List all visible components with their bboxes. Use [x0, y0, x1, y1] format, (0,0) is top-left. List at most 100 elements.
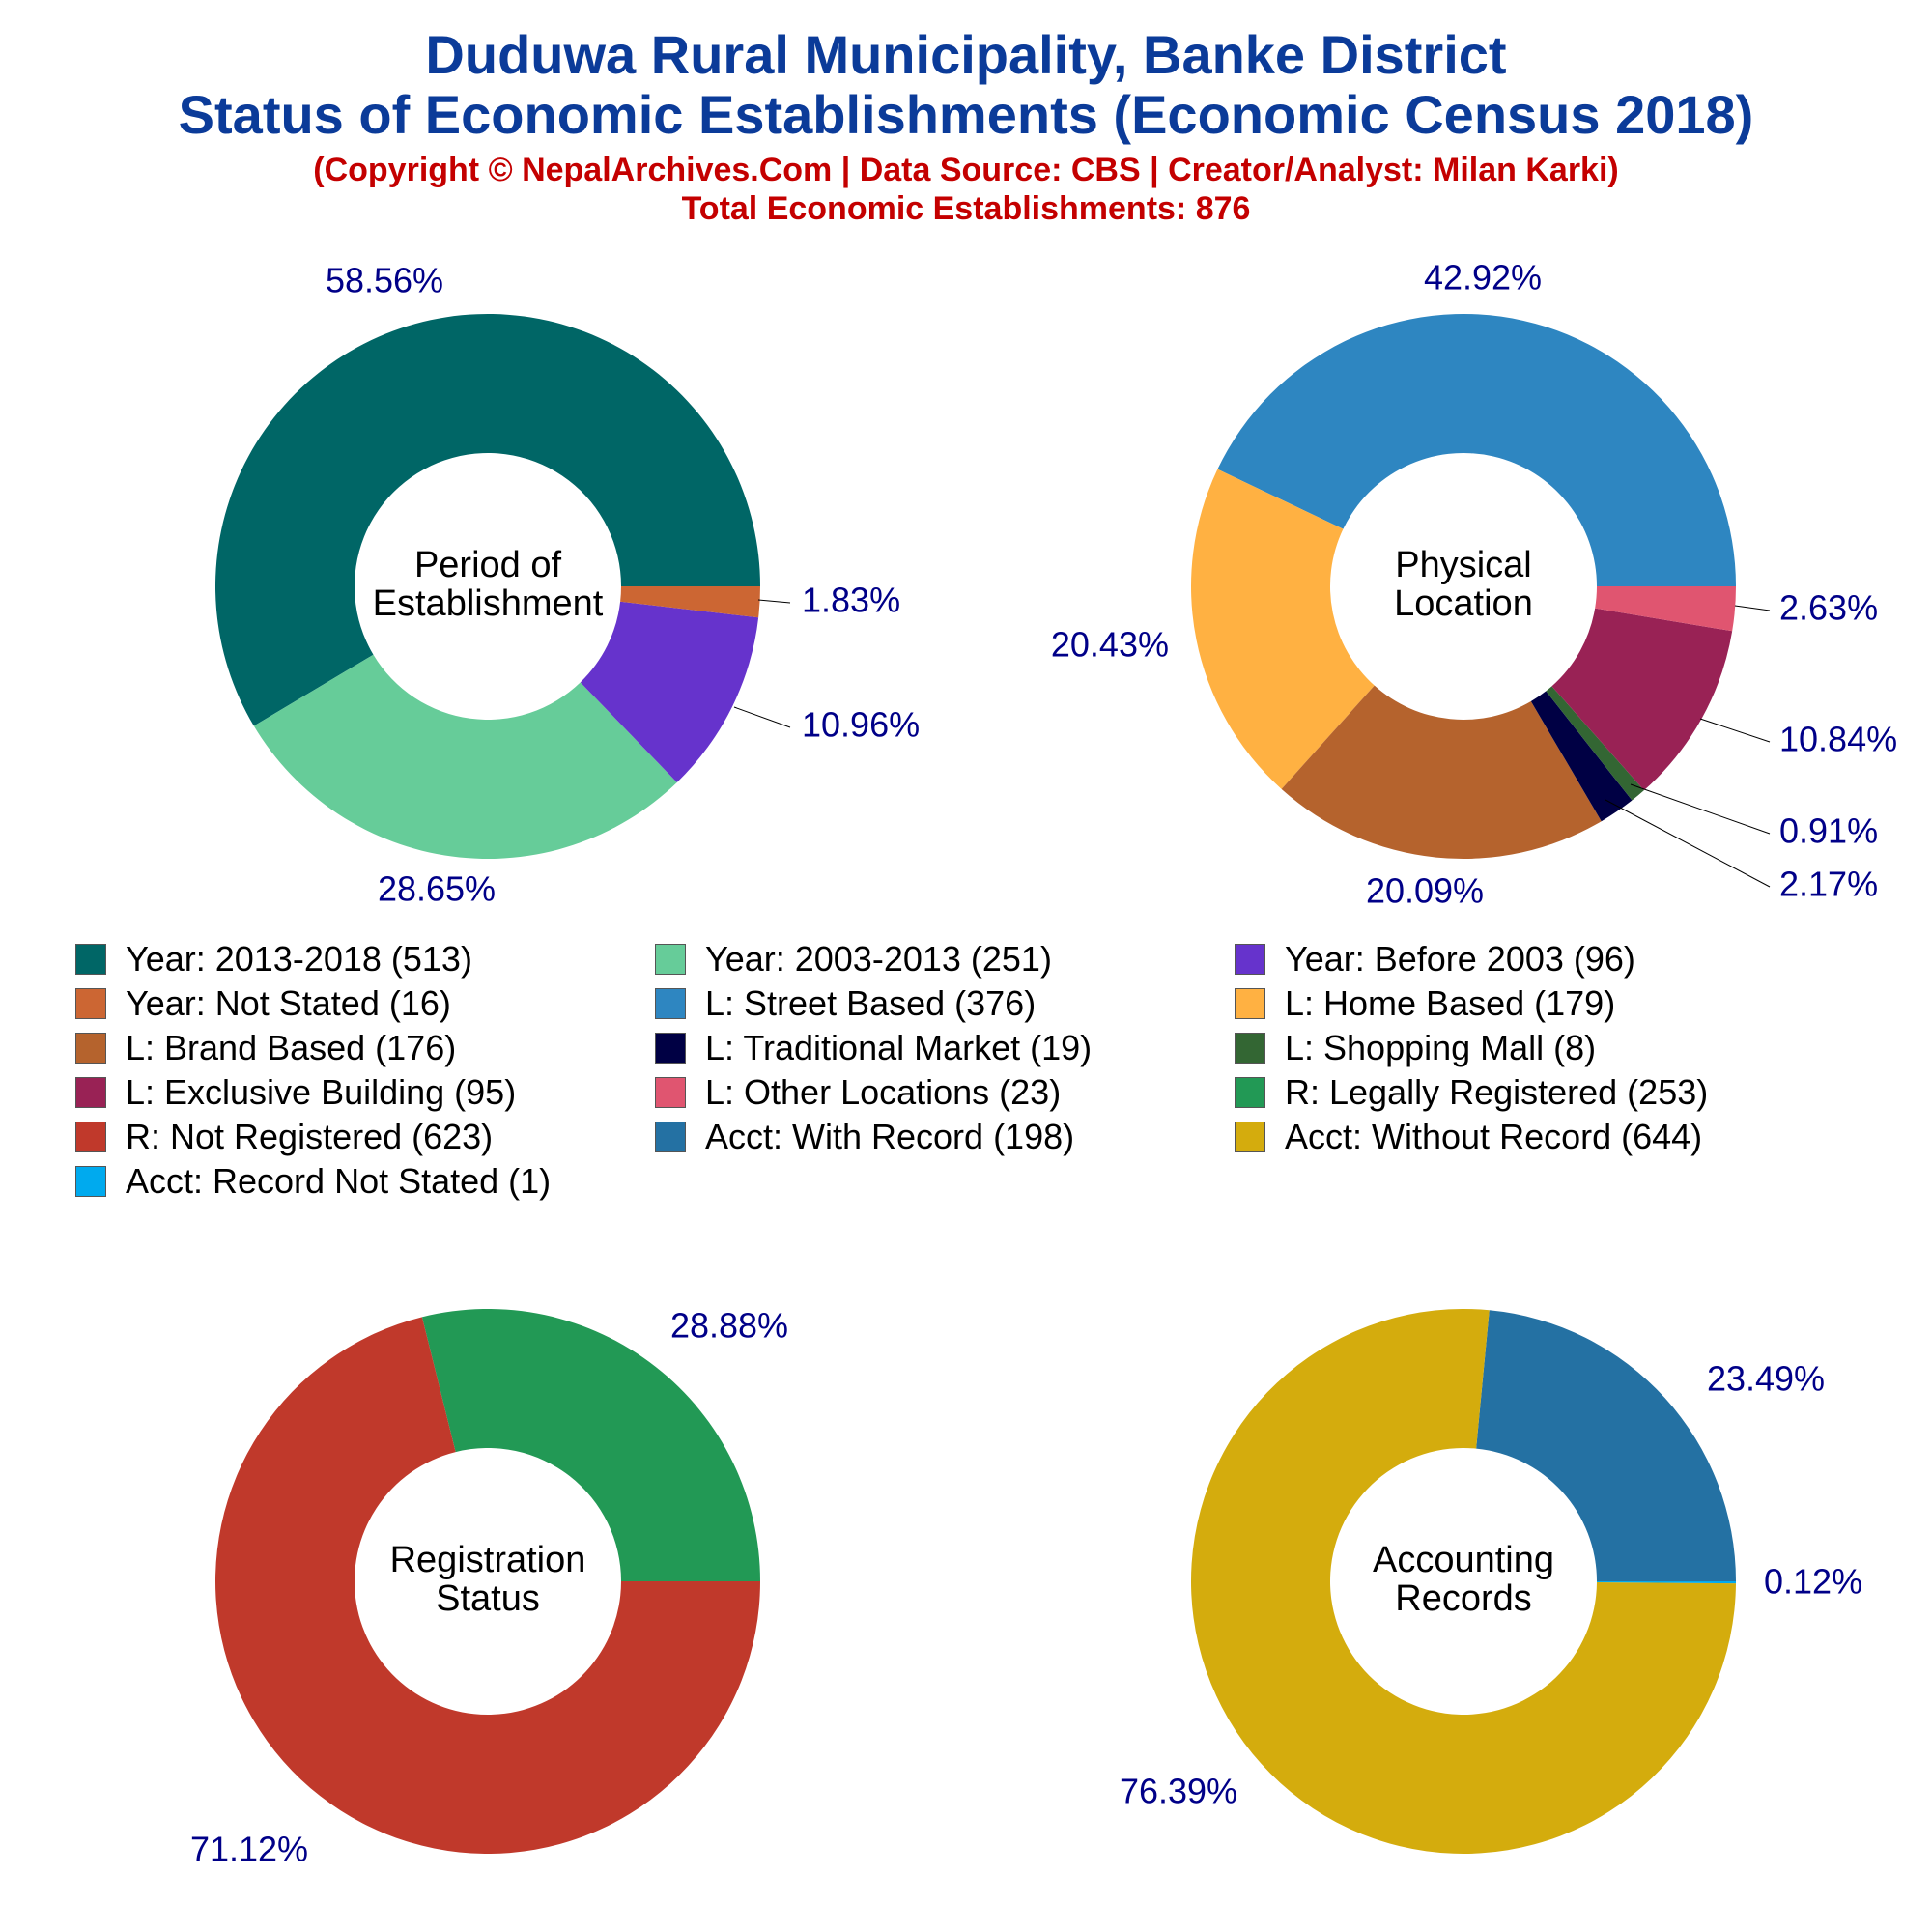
- slice-l-exclusive-building-95: [1551, 608, 1733, 791]
- legend-label: L: Shopping Mall (8): [1285, 1028, 1597, 1067]
- legend-swatch: [655, 988, 686, 1019]
- slice-l-other-locations-23: [1595, 586, 1736, 632]
- legend-swatch: [655, 1122, 686, 1152]
- slice-acct-without-record-644: [1191, 1308, 1736, 1854]
- center-label: Location: [1394, 583, 1533, 624]
- legend-item-l-exclusive-building-95: L: Exclusive Building (95): [75, 1072, 516, 1113]
- legend-swatch: [75, 1166, 106, 1197]
- slice-l-street-based-376: [1217, 314, 1736, 586]
- legend-swatch: [655, 944, 686, 975]
- legend-label: L: Other Locations (23): [705, 1072, 1062, 1112]
- legend-label: Acct: Without Record (644): [1285, 1117, 1703, 1156]
- leader-line: [1734, 605, 1771, 611]
- legend-item-year-2013-2018-513: Year: 2013-2018 (513): [75, 939, 472, 980]
- center-label: Registration: [390, 1540, 586, 1580]
- legend-item-l-brand-based-176: L: Brand Based (176): [75, 1028, 456, 1068]
- slice-l-brand-based-176: [1281, 685, 1602, 859]
- center-label: Establishment: [373, 583, 604, 624]
- slice-year-2003-2013-251: [253, 654, 677, 859]
- slice-year-2013-2018-513: [215, 314, 761, 726]
- legend-item-l-home-based-179: L: Home Based (179): [1235, 983, 1615, 1024]
- percent-label: 1.83%: [802, 581, 900, 620]
- percent-label: 28.65%: [378, 869, 496, 909]
- chart-title: Duduwa Rural Municipality, Banke Distric…: [425, 24, 1507, 85]
- leader-line: [757, 599, 791, 604]
- legend-swatch: [75, 1077, 106, 1108]
- copyright-line: (Copyright © NepalArchives.Com | Data So…: [313, 152, 1619, 188]
- legend-item-r-not-registered-623: R: Not Registered (623): [75, 1117, 493, 1157]
- leader-line: [733, 706, 791, 728]
- legend-swatch: [75, 1122, 106, 1152]
- legend-label: Acct: Record Not Stated (1): [126, 1161, 552, 1201]
- legend-item-acct-without-record-644: Acct: Without Record (644): [1235, 1117, 1702, 1157]
- percent-label: 0.91%: [1779, 811, 1878, 851]
- legend-swatch: [75, 944, 106, 975]
- slice-acct-with-record-198: [1476, 1310, 1736, 1581]
- slice-year-not-stated-16: [620, 586, 760, 618]
- legend-swatch: [75, 1033, 106, 1064]
- legend-label: Year: 2013-2018 (513): [126, 939, 472, 979]
- legend-swatch: [1235, 1033, 1265, 1064]
- legend-item-l-traditional-market-19: L: Traditional Market (19): [655, 1028, 1092, 1068]
- legend-swatch: [655, 1033, 686, 1064]
- legend-swatch: [1235, 1077, 1265, 1108]
- percent-label: 10.96%: [802, 705, 920, 745]
- percent-label: 20.43%: [1051, 625, 1169, 665]
- legend-label: Acct: With Record (198): [705, 1117, 1075, 1156]
- percent-label: 2.63%: [1779, 588, 1878, 628]
- legend-swatch: [1235, 1122, 1265, 1152]
- center-label: Records: [1395, 1578, 1532, 1619]
- slice-l-traditional-market-19: [1530, 691, 1633, 822]
- legend-item-acct-record-not-stated-1: Acct: Record Not Stated (1): [75, 1161, 551, 1202]
- percent-label: 20.09%: [1366, 871, 1484, 911]
- legend-label: L: Street Based (376): [705, 983, 1037, 1023]
- percent-label: 23.49%: [1707, 1359, 1825, 1399]
- percent-label: 58.56%: [326, 261, 443, 300]
- leader-line: [1699, 718, 1771, 743]
- percent-label: 71.12%: [190, 1830, 308, 1869]
- legend-label: L: Exclusive Building (95): [126, 1072, 517, 1112]
- percent-label: 0.12%: [1764, 1562, 1862, 1602]
- legend-item-r-legally-registered-253: R: Legally Registered (253): [1235, 1072, 1708, 1113]
- legend-swatch: [1235, 988, 1265, 1019]
- legend-item-l-street-based-376: L: Street Based (376): [655, 983, 1036, 1024]
- slice-r-legally-registered-253: [421, 1309, 760, 1581]
- chart-header: Duduwa Rural Municipality, Banke Distric…: [0, 0, 1932, 228]
- slice-r-not-registered-623: [214, 1317, 760, 1854]
- center-label: Physical: [1395, 545, 1532, 585]
- leader-line: [1605, 799, 1771, 888]
- leader-line: [1630, 783, 1771, 835]
- legend-item-l-other-locations-23: L: Other Locations (23): [655, 1072, 1061, 1113]
- center-label: Status: [436, 1578, 540, 1619]
- center-label: Accounting: [1373, 1540, 1554, 1580]
- legend-label: L: Home Based (179): [1285, 983, 1616, 1023]
- legend-label: R: Legally Registered (253): [1285, 1072, 1709, 1112]
- legend-swatch: [655, 1077, 686, 1108]
- percent-label: 2.17%: [1779, 865, 1878, 904]
- slice-acct-record-not-stated-1: [1596, 1581, 1736, 1584]
- percent-label: 76.39%: [1120, 1772, 1237, 1811]
- legend-label: Year: Before 2003 (96): [1285, 939, 1635, 979]
- legend-label: L: Traditional Market (19): [705, 1028, 1093, 1067]
- legend-label: L: Brand Based (176): [126, 1028, 457, 1067]
- donut-chart-period-of-establishment: 58.56% 28.65% 10.96% 1.83% Period ofEstablis…: [215, 261, 920, 909]
- legend-label: Year: 2003-2013 (251): [705, 939, 1052, 979]
- legend-item-acct-with-record-198: Acct: With Record (198): [655, 1117, 1074, 1157]
- chart-subtitle: Status of Economic Establishments (Econo…: [178, 84, 1754, 145]
- total-line: Total Economic Establishments: 876: [681, 190, 1251, 227]
- legend-item-year-2003-2013-251: Year: 2003-2013 (251): [655, 939, 1052, 980]
- legend-swatch: [1235, 944, 1265, 975]
- donut-chart-physical-location: 42.92% 20.43% 20.09% 2.17% 0.91% 10.84% 2.63% P…: [1051, 258, 1897, 911]
- legend-label: Year: Not Stated (16): [126, 983, 451, 1023]
- legend-swatch: [75, 988, 106, 1019]
- slice-l-home-based-179: [1191, 469, 1375, 789]
- legend-item-l-shopping-mall-8: L: Shopping Mall (8): [1235, 1028, 1596, 1068]
- percent-label: 10.84%: [1779, 720, 1897, 759]
- legend-item-year-not-stated-16: Year: Not Stated (16): [75, 983, 451, 1024]
- percent-label: 42.92%: [1424, 258, 1542, 298]
- legend-label: R: Not Registered (623): [126, 1117, 494, 1156]
- slice-l-shopping-mall-8: [1546, 686, 1644, 801]
